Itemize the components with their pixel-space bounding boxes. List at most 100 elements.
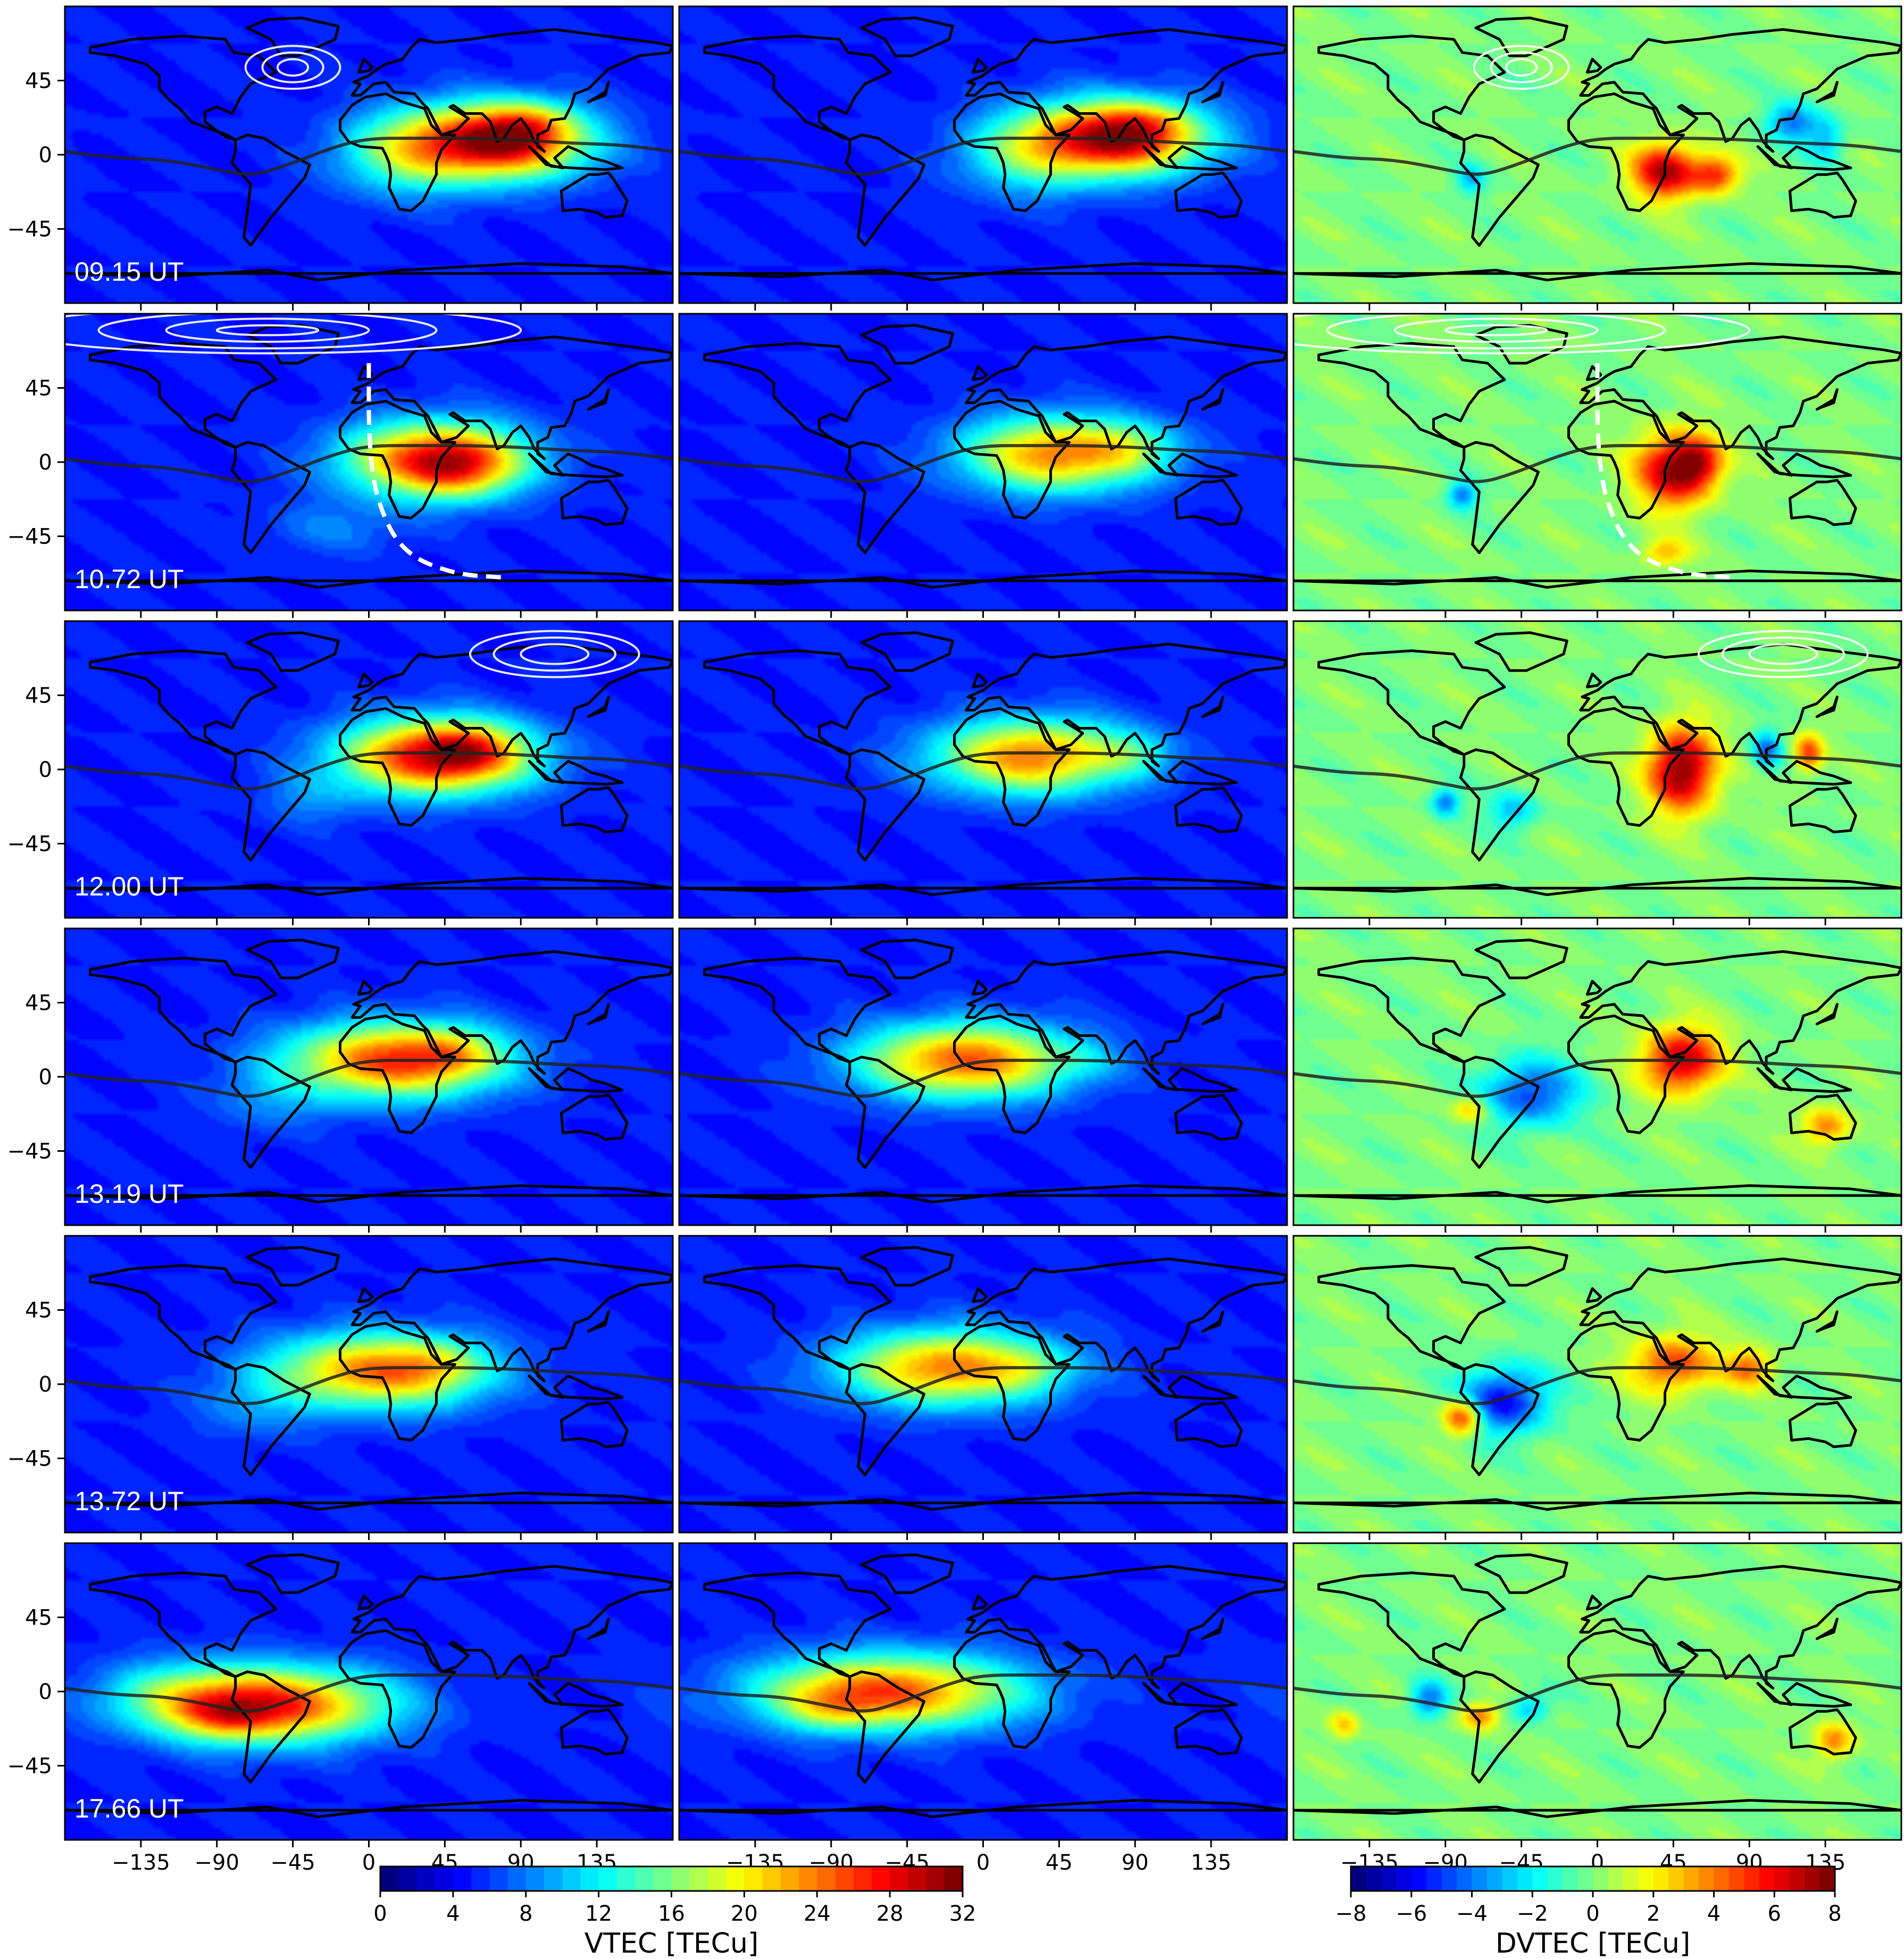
coastline [860, 631, 954, 672]
coastline [679, 262, 1287, 282]
coastline [953, 1629, 1071, 1749]
colorbar-tick-label: 24 [804, 1902, 831, 1926]
time-label: 12.00 UT [74, 872, 184, 901]
source-contour [1326, 314, 1666, 350]
coastline [1756, 1067, 1852, 1093]
coastline [1756, 1682, 1852, 1708]
lon-tick-label: −90 [195, 1851, 239, 1875]
coastline [703, 957, 892, 1064]
colorbar-swatch [762, 1866, 781, 1891]
colorbar-swatch [835, 1866, 854, 1891]
coastline [1567, 92, 1685, 212]
coastline [1317, 35, 1506, 141]
lat-tick-label: −45 [7, 525, 52, 549]
coastline [528, 1682, 624, 1708]
tec-field-map [679, 621, 1287, 918]
coastline [339, 707, 456, 827]
coastline [246, 16, 340, 57]
coastline [1756, 1375, 1852, 1401]
coastline [860, 939, 954, 980]
colorbar-swatch [1517, 1866, 1533, 1891]
magnetic-equator-line [679, 443, 1287, 483]
map-overlays [1293, 16, 1901, 282]
panel-grid: 09.15 UT 10.72 UT 12.00 UT 13.19 UT 13.72 UT… [57, 5, 1902, 1847]
colorbar-tick-label: −4 [1456, 1902, 1488, 1926]
tec-field-map [679, 928, 1287, 1225]
coastline [587, 1310, 610, 1333]
coastline [860, 1553, 954, 1594]
coastline [953, 1321, 1071, 1442]
coastline [703, 1264, 892, 1371]
coastline [860, 324, 954, 365]
coastline [972, 672, 988, 689]
coastline [1474, 16, 1568, 57]
coastline [350, 950, 673, 1075]
coastline [1174, 786, 1243, 834]
source-contour [1721, 637, 1845, 672]
colorbar-swatch [1699, 1866, 1715, 1891]
lon-tick-label: 90 [1122, 1851, 1149, 1875]
coastline [65, 1492, 673, 1511]
magnetic-equator-line [65, 1673, 673, 1713]
time-label: 09.15 UT [74, 257, 184, 287]
coastline [1201, 81, 1224, 104]
map-panel-r6-c2 [678, 1542, 1288, 1847]
coastline [679, 1184, 1287, 1204]
tec-field-map [1293, 928, 1901, 1225]
colorbar-swatch [799, 1866, 817, 1891]
coastline [350, 1564, 673, 1690]
colorbar-swatch [1728, 1866, 1744, 1891]
coastline [357, 672, 374, 689]
coastline [1815, 1003, 1839, 1026]
colorbar-tick-label: 0 [1586, 1902, 1599, 1926]
coastline [1317, 1571, 1506, 1678]
coastline [1579, 1564, 1901, 1690]
map-overlays [65, 630, 673, 897]
coastline [703, 649, 892, 756]
map-panel-r4-c2 [678, 927, 1288, 1233]
coastline [246, 324, 340, 365]
magnetic-equator-line [1293, 751, 1901, 791]
coastline [587, 81, 610, 104]
coastline [1174, 171, 1243, 219]
colorbar-swatch [1805, 1866, 1821, 1891]
coastline [559, 1093, 629, 1141]
colorbar-swatch [435, 1866, 454, 1891]
colorbar-swatch [1502, 1866, 1518, 1891]
colorbar-tick-label: 16 [658, 1902, 685, 1926]
tec-field-map [679, 1236, 1287, 1533]
map-panel-r1-c3 [1292, 5, 1902, 311]
coastline [1293, 1184, 1901, 1204]
colorbar-swatch [1623, 1866, 1639, 1891]
coastline [1585, 980, 1602, 996]
coastline [1474, 1553, 1568, 1594]
colorbar-tick-label: 20 [731, 1902, 758, 1926]
coastline [965, 1257, 1287, 1383]
coastline [1317, 342, 1506, 449]
coastline [1567, 1629, 1685, 1749]
map-overlays [1293, 314, 1901, 589]
coastline [965, 950, 1287, 1075]
tec-field-map [679, 6, 1287, 303]
colorbar-swatch [1819, 1866, 1835, 1891]
coastline [246, 631, 340, 672]
magnetic-equator-line [679, 751, 1287, 791]
coastline [1585, 1287, 1602, 1303]
map-panel-r2-c3 [1292, 313, 1902, 618]
lat-tick-label: −45 [7, 832, 52, 857]
map-overlays [65, 314, 673, 589]
map-overlays [1293, 1553, 1901, 1819]
coastline [587, 388, 610, 411]
time-label: 13.19 UT [74, 1179, 184, 1209]
colorbar-tick-label: 32 [949, 1902, 976, 1926]
colorbar-swatch [562, 1866, 581, 1891]
tec-field-map [65, 1543, 673, 1840]
coastline [679, 1799, 1287, 1819]
coastline [972, 365, 988, 381]
colorbar-swatch [1441, 1866, 1457, 1891]
coastline [357, 1287, 374, 1303]
map-overlays [65, 16, 673, 282]
coastline [89, 649, 278, 756]
coastline [1788, 786, 1857, 834]
coastline [1142, 453, 1238, 479]
